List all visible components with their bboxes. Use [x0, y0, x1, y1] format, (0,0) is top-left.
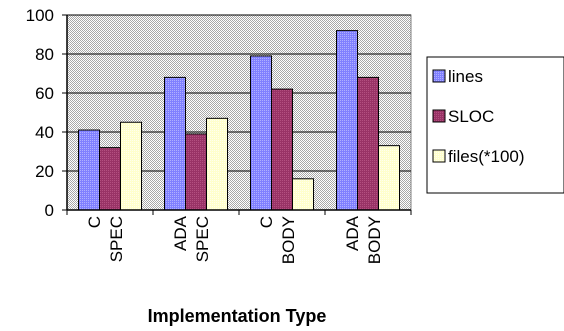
- x-category-label: ADA: [171, 215, 190, 251]
- bar-sloc-4: [357, 76, 379, 211]
- legend-swatch: [432, 149, 446, 163]
- x-category-label: ADA: [343, 215, 362, 251]
- legend-label: files(*100): [448, 147, 525, 166]
- x-category-label: C: [85, 216, 104, 228]
- x-category-labels: C SPEC ADA SPEC C BODY ADA BODY: [85, 215, 384, 264]
- bar-sloc-2: [185, 133, 207, 211]
- legend-box: [426, 56, 564, 194]
- y-tick-label: 40: [35, 123, 54, 142]
- bar-sloc-3: [271, 88, 293, 211]
- bar-lines-1: [78, 129, 100, 211]
- bar-files-100--3: [292, 178, 314, 211]
- y-tick-label: 20: [35, 162, 54, 181]
- legend-swatch: [432, 69, 446, 83]
- x-axis-title: Implementation Type: [148, 306, 327, 326]
- x-category-label: BODY: [365, 216, 384, 264]
- x-category-label: C: [257, 216, 276, 228]
- axes: [66, 15, 412, 215]
- bar-lines-2: [164, 76, 186, 211]
- legend: lines SLOC files(*100): [426, 56, 564, 194]
- y-tick-labels: 0 20 40 60 80 100: [26, 6, 67, 220]
- x-category-label: BODY: [279, 216, 298, 264]
- bar-lines-4: [336, 30, 358, 211]
- bar-files-100--1: [120, 121, 142, 211]
- legend-label: lines: [448, 67, 483, 86]
- bars: [78, 30, 400, 211]
- legend-swatch: [432, 109, 446, 123]
- y-tick-label: 100: [26, 6, 54, 25]
- bar-lines-3: [250, 55, 272, 211]
- y-tick-label: 60: [35, 84, 54, 103]
- bar-files-100--2: [206, 117, 228, 211]
- y-tick-label: 0: [45, 201, 54, 220]
- x-category-label: SPEC: [193, 216, 212, 262]
- bar-files-100--4: [378, 145, 400, 211]
- legend-label: SLOC: [448, 107, 494, 126]
- x-category-label: SPEC: [107, 216, 126, 262]
- y-tick-label: 80: [35, 45, 54, 64]
- bar-sloc-1: [99, 147, 121, 211]
